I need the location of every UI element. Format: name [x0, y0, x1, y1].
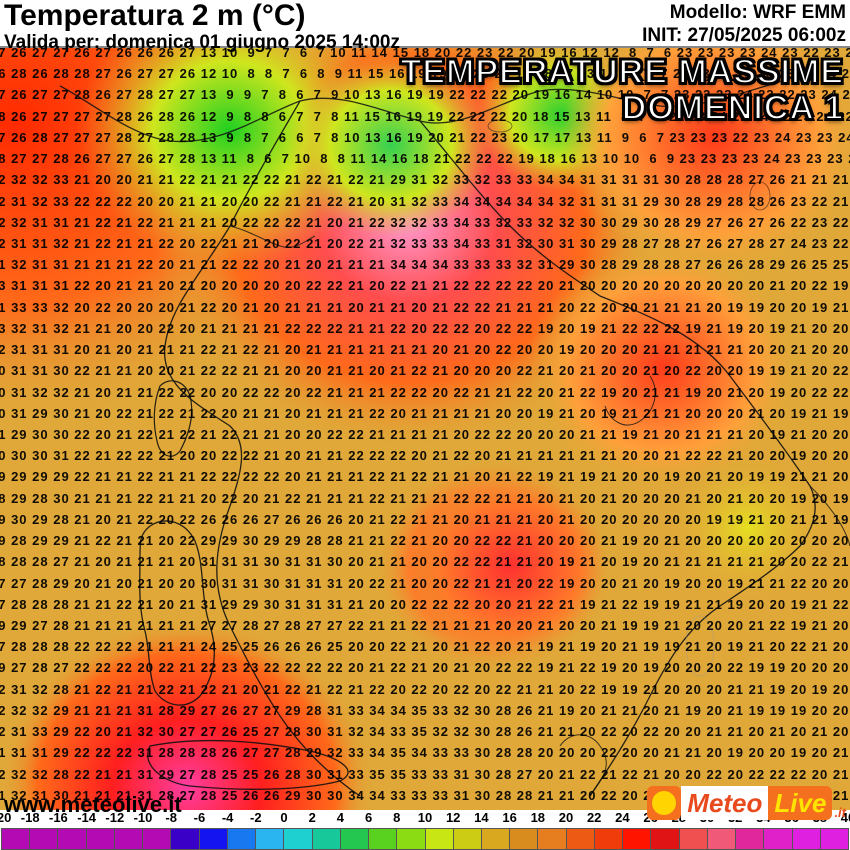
scale-color-segment — [284, 829, 312, 849]
temperature-grid-row: 31 29 30 30 22 20 21 22 21 22 21 22 21 2… — [0, 428, 850, 441]
map-canvas[interactable]: 27 26 27 27 26 27 26 26 26 27 13 10 9 7 … — [0, 46, 850, 810]
scale-color-segment — [821, 829, 848, 849]
scale-color-segment — [115, 829, 143, 849]
title-block: Temperatura 2 m (°C) Valida per: domenic… — [4, 0, 400, 54]
scale-color-segment — [313, 829, 341, 849]
scale-tick-label: 24 — [615, 810, 629, 825]
temperature-grid-row: 31 33 33 32 20 22 20 20 20 21 22 20 21 2… — [0, 301, 850, 314]
scale-color-segment — [651, 829, 679, 849]
main-title: Temperatura 2 m (°C) — [4, 0, 400, 32]
scale-color-segment — [200, 829, 228, 849]
scale-tick-label: -4 — [222, 810, 234, 825]
scale-color-segment — [256, 829, 284, 849]
scale-tick-label: 14 — [474, 810, 488, 825]
scale-color-segment — [2, 829, 30, 849]
temperature-grid-row: 32 31 31 32 21 22 21 21 22 20 22 21 21 2… — [0, 237, 850, 250]
temperature-grid-row: 30 31 31 30 22 21 21 20 20 21 22 22 21 2… — [0, 364, 850, 377]
scale-color-segment — [567, 829, 595, 849]
temperature-grid-row: 31 32 31 31 21 21 21 22 20 21 21 22 22 2… — [0, 258, 850, 271]
scale-tick-label: -6 — [194, 810, 206, 825]
temperature-grid-row: 32 31 33 29 22 20 21 32 30 27 27 26 25 2… — [0, 725, 850, 738]
scale-color-segment — [736, 829, 764, 849]
temperature-grid-row: 30 31 32 32 21 20 21 21 22 22 20 20 22 2… — [0, 386, 850, 399]
banner-line-2: DOMENICA 1 — [401, 91, 844, 127]
temperature-grid-row: 33 32 31 32 21 21 20 20 22 20 21 21 21 2… — [0, 322, 850, 335]
model-label: Modello: WRF EMM — [642, 2, 846, 25]
scale-tick-label: 22 — [587, 810, 601, 825]
temperature-grid-row: 32 31 31 31 20 21 20 21 21 21 22 21 22 2… — [0, 343, 850, 356]
scale-color-segment — [482, 829, 510, 849]
scale-tick-label: 20 — [559, 810, 573, 825]
header-bar: Temperatura 2 m (°C) Valida per: domenic… — [0, 0, 850, 48]
temperature-grid-row: 30 31 29 30 21 20 22 21 22 21 22 20 21 2… — [0, 407, 850, 420]
scale-color-segment — [538, 829, 566, 849]
temperature-grid-row: 32 32 32 29 21 21 21 31 28 29 27 26 27 2… — [0, 704, 850, 717]
scale-color-segment — [397, 829, 425, 849]
scale-tick-label: 10 — [418, 810, 432, 825]
scale-color-segment — [793, 829, 821, 849]
headline-banner: TEMPERATURE MASSIME DOMENICA 1 — [401, 55, 844, 126]
scale-color-gradient — [1, 828, 849, 850]
sun-icon — [654, 793, 674, 813]
scale-tick-label: 0 — [280, 810, 287, 825]
temperature-grid-row: 29 29 29 29 22 21 21 22 21 21 22 22 22 2… — [0, 470, 850, 483]
temperature-grid-row: 27 28 28 28 22 22 22 21 21 21 24 25 25 2… — [0, 640, 850, 653]
temperature-grid-row: 33 31 31 31 22 20 21 21 20 21 20 20 20 2… — [0, 279, 850, 292]
scale-color-segment — [708, 829, 736, 849]
scale-tick-label: 6 — [365, 810, 372, 825]
temperature-grid-row: 28 28 28 27 21 20 21 21 21 20 31 31 31 3… — [0, 555, 850, 568]
temperature-grid-row: 29 30 29 28 21 20 21 22 20 22 26 26 26 2… — [0, 513, 850, 526]
temperature-grid-row: 28 27 27 28 26 27 27 26 27 28 13 11 8 6 … — [0, 152, 850, 165]
scale-tick-label: -2 — [250, 810, 262, 825]
temperature-grid-row: 28 29 28 30 21 21 21 22 21 21 20 22 20 2… — [0, 492, 850, 505]
scale-tick-label: 2 — [309, 810, 316, 825]
init-label: INIT: 27/05/2025 06:00z — [642, 25, 846, 48]
scale-color-segment — [341, 829, 369, 849]
temperature-grid-row: 27 28 28 28 21 21 22 21 20 21 31 29 29 3… — [0, 598, 850, 611]
logo-sun-badge — [647, 786, 681, 820]
validity-subtitle: Valida per: domenica 01 giugno 2025 14:0… — [4, 32, 400, 54]
temperature-grid-row: 29 27 28 27 22 22 22 20 22 21 22 23 23 2… — [0, 661, 850, 674]
temperature-grid-row: 32 32 32 28 22 21 21 31 29 27 28 25 25 2… — [0, 768, 850, 781]
scale-color-segment — [764, 829, 792, 849]
temperature-grid-row: 32 32 32 33 21 20 20 21 21 22 21 21 22 2… — [0, 173, 850, 186]
scale-color-segment — [680, 829, 708, 849]
scale-color-segment — [369, 829, 397, 849]
model-info-block: Modello: WRF EMM INIT: 27/05/2025 06:00z — [642, 2, 846, 48]
site-watermark: www.meteolive.it — [4, 792, 182, 818]
temperature-grid-row: 27 27 28 29 20 21 20 21 20 20 30 31 31 3… — [0, 577, 850, 590]
scale-tick-label: 16 — [502, 810, 516, 825]
scale-color-segment — [171, 829, 199, 849]
scale-tick-label: 18 — [531, 810, 545, 825]
temperature-value-grid: 27 26 27 27 26 27 26 26 26 27 13 10 9 7 … — [0, 46, 850, 810]
temperature-grid-row: 29 28 29 29 21 22 21 21 20 22 29 29 30 2… — [0, 534, 850, 547]
scale-color-segment — [426, 829, 454, 849]
scale-color-segment — [87, 829, 115, 849]
scale-color-segment — [595, 829, 623, 849]
temperature-grid-row: 29 29 27 28 21 21 21 21 21 21 27 27 28 2… — [0, 619, 850, 632]
scale-color-segment — [58, 829, 86, 849]
scale-color-segment — [623, 829, 651, 849]
banner-line-1: TEMPERATURE MASSIME — [401, 55, 844, 91]
logo-text-meteo: Meteo — [681, 786, 768, 820]
scale-tick-label: 8 — [393, 810, 400, 825]
temperature-grid-row: 32 31 32 28 21 22 21 21 22 21 22 21 20 2… — [0, 683, 850, 696]
scale-color-segment — [454, 829, 482, 849]
scale-color-segment — [510, 829, 538, 849]
scale-color-segment — [228, 829, 256, 849]
temperature-grid-row: 27 26 28 27 27 27 28 27 28 28 13 9 8 7 6… — [0, 131, 850, 144]
temperature-grid-row: 31 31 31 29 22 22 22 31 28 28 28 26 27 2… — [0, 746, 850, 759]
temperature-grid-row: 32 31 32 33 22 22 22 20 20 21 21 20 20 2… — [0, 195, 850, 208]
scale-tick-label: 4 — [337, 810, 344, 825]
weather-map-window: Temperatura 2 m (°C) Valida per: domenic… — [0, 0, 850, 850]
meteolive-logo[interactable]: Meteo Live .it — [647, 786, 846, 820]
scale-tick-label: 12 — [446, 810, 460, 825]
logo-text-live: Live — [768, 786, 832, 820]
scale-color-segment — [30, 829, 58, 849]
logo-text-it: .it — [834, 805, 846, 820]
scale-color-segment — [143, 829, 171, 849]
temperature-grid-row: 30 30 30 31 22 21 22 22 21 20 20 22 22 2… — [0, 449, 850, 462]
temperature-grid-row: 32 32 31 31 21 22 21 22 21 21 21 20 22 2… — [0, 216, 850, 229]
